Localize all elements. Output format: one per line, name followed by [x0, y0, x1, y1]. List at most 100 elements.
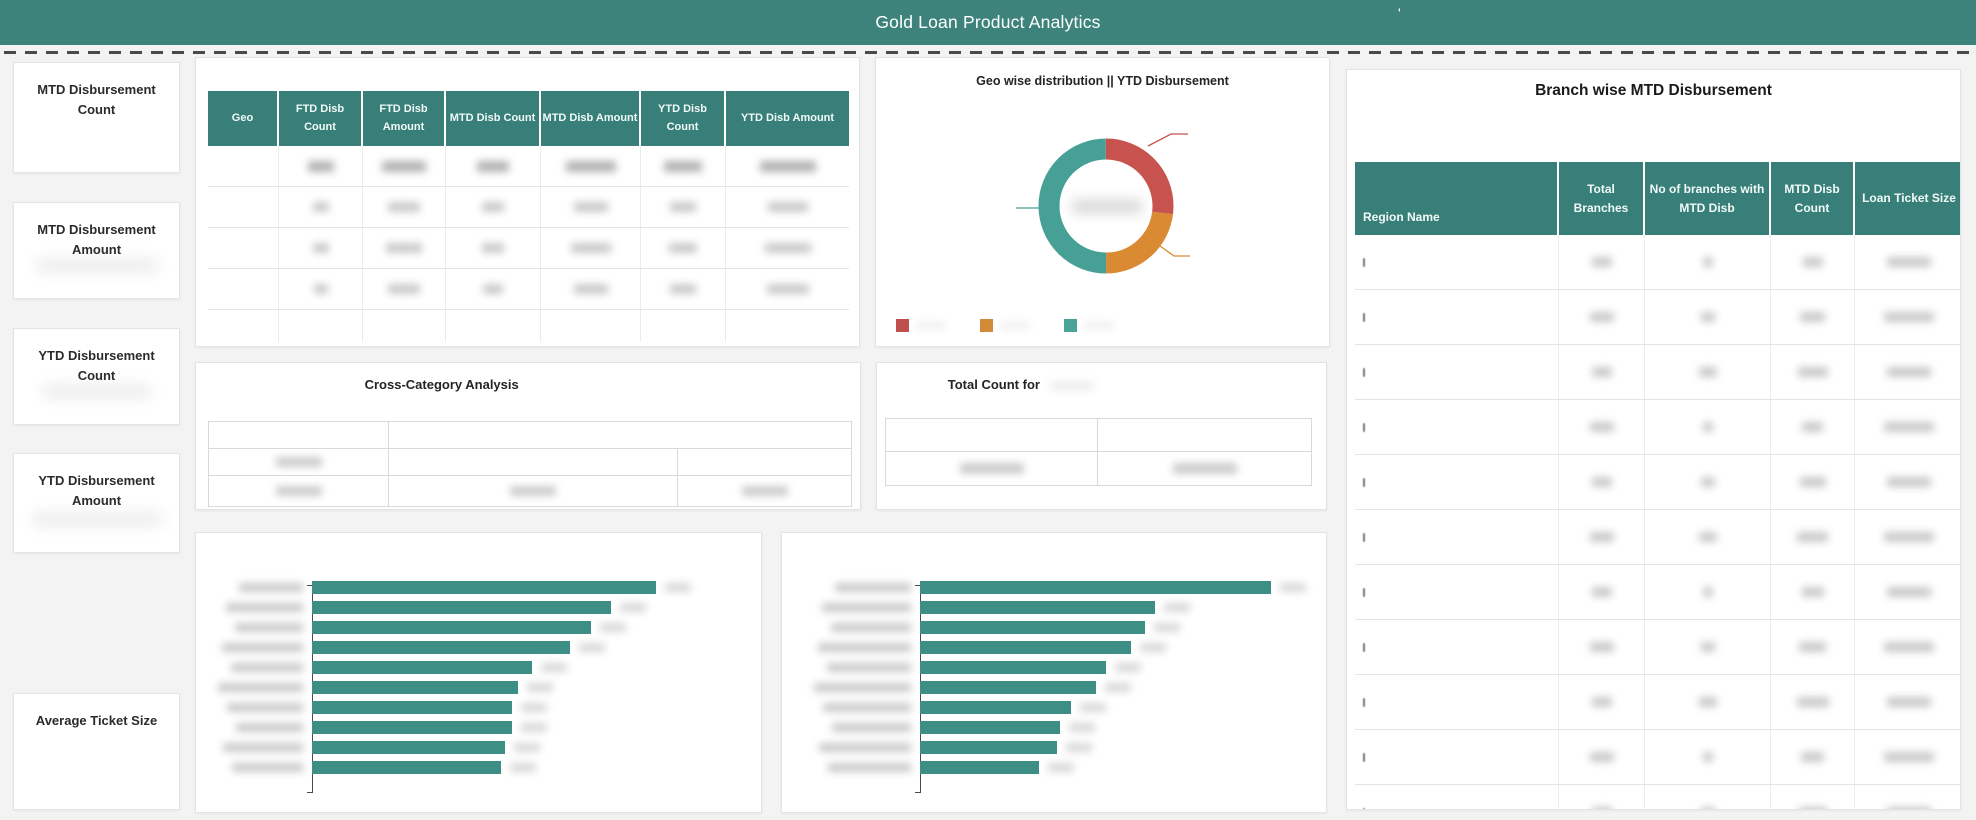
value-cell[interactable] [1855, 345, 1960, 399]
value-cell[interactable] [1559, 290, 1645, 344]
bar[interactable] [920, 580, 1271, 594]
value-cell[interactable] [1559, 455, 1645, 509]
value-cell[interactable] [1559, 510, 1645, 564]
region-name-cell[interactable] [1355, 565, 1559, 619]
value-cell[interactable] [363, 228, 446, 268]
value-cell[interactable] [1855, 290, 1960, 344]
value-cell[interactable] [1645, 510, 1771, 564]
column-header-branches-with-mtd[interactable]: No of branches with MTD Disb [1645, 162, 1771, 235]
table-row[interactable] [1355, 455, 1960, 510]
value-cell[interactable] [726, 146, 849, 186]
table-row[interactable] [1355, 785, 1960, 809]
value-cell[interactable] [541, 146, 641, 186]
value-cell[interactable] [1771, 675, 1855, 729]
table-row[interactable] [1355, 730, 1960, 785]
geo-cell[interactable] [208, 228, 279, 268]
bar[interactable] [312, 740, 505, 754]
bar[interactable] [920, 760, 1040, 774]
value-cell[interactable] [446, 187, 541, 227]
bar[interactable] [920, 740, 1057, 754]
value-cell[interactable] [541, 269, 641, 309]
value-cell[interactable] [1645, 785, 1771, 809]
region-name-cell[interactable] [1355, 510, 1559, 564]
value-cell[interactable] [1559, 565, 1645, 619]
region-name-cell[interactable] [1355, 785, 1559, 809]
column-header-mtd-disb-count[interactable]: MTD Disb Count [1771, 162, 1855, 235]
value-cell[interactable] [641, 269, 726, 309]
value-cell[interactable] [1771, 235, 1855, 289]
value-cell[interactable] [1771, 345, 1855, 399]
value-cell[interactable] [1559, 345, 1645, 399]
value-cell[interactable] [1771, 565, 1855, 619]
bar[interactable] [312, 700, 512, 714]
total-table-row[interactable] [886, 452, 1311, 486]
bar[interactable] [312, 660, 533, 674]
value-cell[interactable] [1771, 510, 1855, 564]
kpi-card-ytd-disb-amount[interactable]: YTD Disbursement Amount [13, 453, 180, 553]
value-cell[interactable] [1771, 785, 1855, 809]
value-cell[interactable] [541, 187, 641, 227]
bar[interactable] [920, 600, 1156, 614]
value-cell[interactable] [279, 269, 363, 309]
table-row[interactable] [1355, 235, 1960, 290]
bar[interactable] [312, 720, 512, 734]
value-cell[interactable] [1771, 620, 1855, 674]
donut-slice-teal[interactable] [1038, 138, 1174, 274]
bar[interactable] [920, 720, 1061, 734]
value-cell[interactable] [1855, 510, 1960, 564]
value-cell[interactable] [363, 269, 446, 309]
kpi-card-mtd-disb-count[interactable]: MTD Disbursement Count [13, 62, 180, 173]
cross-table-row[interactable] [209, 449, 851, 476]
value-cell[interactable] [541, 228, 641, 268]
column-header-mtd-count[interactable]: MTD Disb Count [446, 91, 541, 146]
region-name-cell[interactable] [1355, 345, 1559, 399]
kpi-card-average-ticket-size[interactable]: Average Ticket Size [13, 693, 180, 810]
value-cell[interactable] [1855, 235, 1960, 289]
value-cell[interactable] [1559, 400, 1645, 454]
kpi-card-ytd-disb-count[interactable]: YTD Disbursement Count [13, 328, 180, 425]
value-cell[interactable] [1855, 675, 1960, 729]
value-cell[interactable] [1855, 785, 1960, 809]
table-row[interactable] [1355, 290, 1960, 345]
value-cell[interactable] [446, 228, 541, 268]
value-cell[interactable] [1645, 675, 1771, 729]
value-cell[interactable] [279, 146, 363, 186]
region-name-cell[interactable] [1355, 620, 1559, 674]
region-name-cell[interactable] [1355, 290, 1559, 344]
value-cell[interactable] [726, 187, 849, 227]
value-cell[interactable] [1645, 345, 1771, 399]
bar[interactable] [312, 580, 656, 594]
table-row[interactable] [208, 187, 849, 228]
bar[interactable] [312, 760, 502, 774]
bar[interactable] [920, 620, 1145, 634]
bar[interactable] [312, 620, 591, 634]
region-name-cell[interactable] [1355, 235, 1559, 289]
bar[interactable] [312, 680, 519, 694]
value-cell[interactable] [1645, 290, 1771, 344]
geo-cell[interactable] [208, 187, 279, 227]
cross-table-row[interactable] [209, 422, 851, 449]
bar[interactable] [920, 660, 1107, 674]
column-header-ftd-amount[interactable]: FTD Disb Amount [363, 91, 446, 146]
value-cell[interactable] [1771, 400, 1855, 454]
value-cell[interactable] [446, 269, 541, 309]
column-header-ytd-amount[interactable]: YTD Disb Amount [740, 111, 835, 124]
geo-cell[interactable] [208, 269, 279, 309]
cross-table-row[interactable] [209, 476, 851, 507]
value-cell[interactable] [1559, 235, 1645, 289]
value-cell[interactable] [1855, 455, 1960, 509]
value-cell[interactable] [1855, 730, 1960, 784]
column-header-ftd-count[interactable]: FTD Disb Count [279, 91, 363, 146]
value-cell[interactable] [641, 146, 726, 186]
bar[interactable] [920, 640, 1131, 654]
column-header-region-name[interactable]: Region Name [1355, 162, 1559, 235]
table-row[interactable] [1355, 675, 1960, 730]
value-cell[interactable] [1645, 565, 1771, 619]
column-header-total-branches[interactable]: Total Branches [1559, 162, 1645, 235]
value-cell[interactable] [1645, 235, 1771, 289]
column-header-geo[interactable]: Geo [208, 91, 279, 146]
region-name-cell[interactable] [1355, 400, 1559, 454]
value-cell[interactable] [363, 146, 446, 186]
bar[interactable] [920, 680, 1096, 694]
value-cell[interactable] [641, 228, 726, 268]
